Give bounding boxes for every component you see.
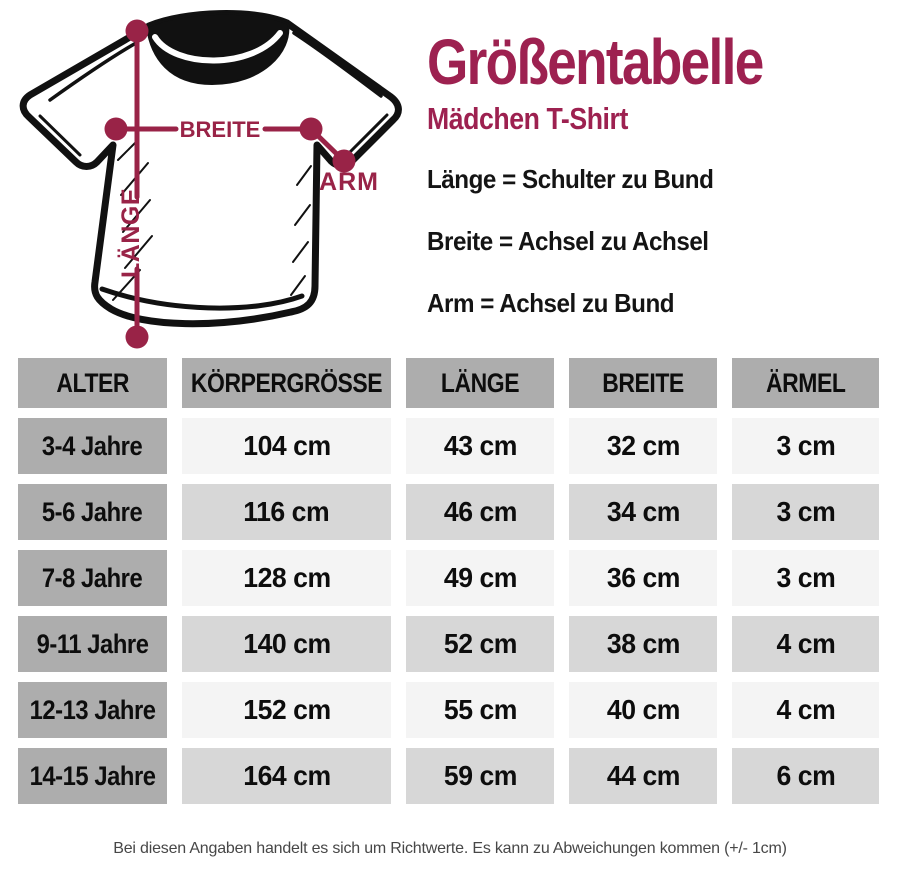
right-armpit-dot [299,117,323,141]
data-cell-laenge: 52 cm [406,616,554,672]
header-label: ALTER [56,367,129,398]
data-cell-breite: 40 cm [569,682,717,738]
cell-value: 59 cm [443,760,517,791]
row-label: 9-11 Jahre [36,628,149,659]
row-label-cell: 7-8 Jahre [18,550,167,606]
cell-value: 116 cm [243,496,330,527]
data-cell-aermel: 3 cm [732,418,879,474]
data-cell-breite: 44 cm [569,748,717,804]
footer-note: Bei diesen Angaben handelt es sich um Ri… [113,840,787,857]
data-cell-aermel: 3 cm [732,484,879,540]
cell-value: 6 cm [776,760,835,791]
cell-value: 4 cm [776,694,835,725]
data-cell-koerpergroesse: 140 cm [182,616,391,672]
data-cell-laenge: 59 cm [406,748,554,804]
data-cell-laenge: 49 cm [406,550,554,606]
cell-value: 4 cm [776,628,835,659]
row-label: 7-8 Jahre [42,562,143,593]
cell-value: 43 cm [443,430,517,461]
cell-value: 44 cm [606,760,680,791]
definition-arm: Arm = Achsel zu Bund [427,288,675,318]
header-cell-breite: BREITE [569,358,717,408]
header-label: ÄRMEL [765,367,846,398]
data-cell-breite: 38 cm [569,616,717,672]
measurement-definitions: Länge = Schulter zu Bund Breite = Achsel… [427,166,735,352]
cell-value: 3 cm [776,562,835,593]
data-cell-koerpergroesse: 128 cm [182,550,391,606]
row-label-cell: 5-6 Jahre [18,484,167,540]
definition-laenge: Länge = Schulter zu Bund [427,164,714,194]
arm-diagram-label: ARM [319,168,379,196]
shoulder-dot [125,19,149,43]
page-subtitle: Mädchen T-Shirt [427,101,628,136]
cell-value: 104 cm [242,430,331,461]
header-label: LÄNGE [440,367,520,398]
tshirt-diagram-icon: BREITE ARM LÄNGE [19,10,402,349]
header-cell-aermel: ÄRMEL [732,358,879,408]
cell-value: 32 cm [606,430,680,461]
data-cell-laenge: 46 cm [406,484,554,540]
header-cell-alter: ALTER [18,358,167,408]
cell-value: 128 cm [242,562,331,593]
breite-diagram-label: BREITE [180,117,261,142]
measurement-overlay: BREITE ARM LÄNGE [104,19,379,349]
data-cell-koerpergroesse: 104 cm [182,418,391,474]
cell-value: 52 cm [443,628,517,659]
cell-value: 40 cm [606,694,680,725]
header-label: KÖRPERGRÖSSE [190,367,383,398]
cell-value: 36 cm [606,562,680,593]
title-block: Größentabelle Mädchen T-Shirt [427,30,831,134]
row-label-cell: 12-13 Jahre [18,682,167,738]
cell-value: 46 cm [443,496,517,527]
header-cell-koerpergroesse: KÖRPERGRÖSSE [182,358,391,408]
sleeve-end-dot [332,149,356,173]
cell-value: 34 cm [606,496,680,527]
data-cell-breite: 32 cm [569,418,717,474]
data-cell-breite: 34 cm [569,484,717,540]
row-label-cell: 14-15 Jahre [18,748,167,804]
cell-value: 164 cm [242,760,331,791]
data-cell-laenge: 55 cm [406,682,554,738]
data-cell-aermel: 3 cm [732,550,879,606]
hem-dot [125,325,149,349]
row-label: 5-6 Jahre [42,496,143,527]
definition-breite: Breite = Achsel zu Achsel [427,226,709,256]
data-cell-aermel: 6 cm [732,748,879,804]
data-cell-koerpergroesse: 152 cm [182,682,391,738]
cell-value: 55 cm [443,694,517,725]
data-cell-aermel: 4 cm [732,682,879,738]
cell-value: 49 cm [443,562,517,593]
cell-value: 38 cm [606,628,680,659]
data-cell-breite: 36 cm [569,550,717,606]
row-label-cell: 9-11 Jahre [18,616,167,672]
header-cell-laenge: LÄNGE [406,358,554,408]
row-label-cell: 3-4 Jahre [18,418,167,474]
tshirt-outline [19,10,402,328]
left-armpit-dot [104,117,128,141]
cell-value: 3 cm [776,496,835,527]
cell-value: 152 cm [242,694,331,725]
row-label: 14-15 Jahre [29,760,156,791]
header-label: BREITE [602,367,684,398]
cell-value: 3 cm [776,430,835,461]
laenge-diagram-label: LÄNGE [117,188,145,278]
data-cell-aermel: 4 cm [732,616,879,672]
row-label: 3-4 Jahre [42,430,143,461]
cell-value: 140 cm [242,628,331,659]
row-label: 12-13 Jahre [29,694,156,725]
page-title: Größentabelle [427,26,764,98]
data-cell-laenge: 43 cm [406,418,554,474]
data-cell-koerpergroesse: 164 cm [182,748,391,804]
size-table: ALTER KÖRPERGRÖSSE LÄNGE BREITE ÄRMEL 3-4 Jah… [18,358,879,804]
data-cell-koerpergroesse: 116 cm [182,484,391,540]
